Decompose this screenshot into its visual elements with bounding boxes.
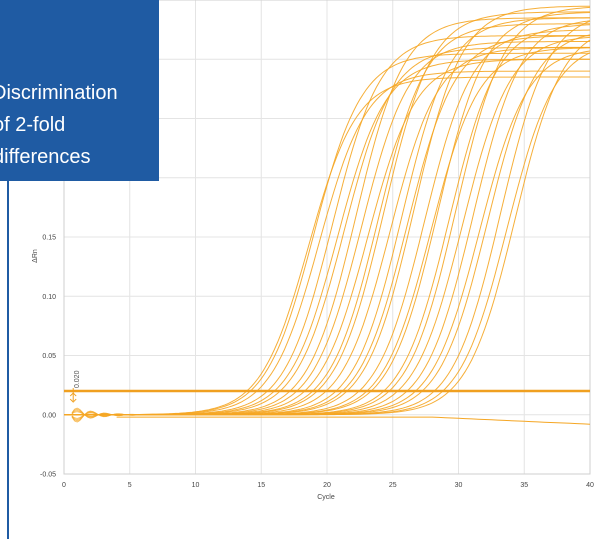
x-tick-label-8: 40 [586,482,594,489]
threshold-group: 0.020 [64,370,590,403]
callout-line-1: Discrimination [0,82,118,104]
callout-line-2: of 2-fold [0,114,66,136]
callout-line-3: differences [0,146,91,168]
baseline-drift-line [116,416,591,425]
y-tick-label-4: 0.15 [42,235,56,242]
x-axis-label: Cycle [317,494,335,501]
y-tick-label-2: 0.05 [42,353,56,360]
plot-border [63,0,591,475]
baseline-noise [71,407,591,425]
left-accent-rule [7,0,9,539]
y-tick-label-1: 0.00 [42,412,56,419]
baseline-noise-7 [71,410,249,423]
threshold-arrow-down-icon [69,398,77,403]
x-tick-label-2: 10 [192,482,200,489]
x-tick-label-7: 35 [520,482,528,489]
x-tick-label-5: 25 [389,482,397,489]
y-tick-label-0: -0.05 [40,472,56,479]
y-axis-label: ΔRn [32,249,39,263]
x-tick-label-3: 15 [257,482,265,489]
threshold-arrow-up-icon [69,392,77,397]
y-tick-label-3: 0.10 [42,294,56,301]
x-tick-label-6: 30 [455,482,463,489]
x-tick-label-4: 20 [323,482,331,489]
amplification-curves [64,5,591,416]
callout-box: Discrimination of 2-fold differences [0,0,159,181]
threshold-label: 0.020 [74,370,81,388]
x-tick-label-1: 5 [128,482,132,489]
x-tick-label-0: 0 [62,482,66,489]
